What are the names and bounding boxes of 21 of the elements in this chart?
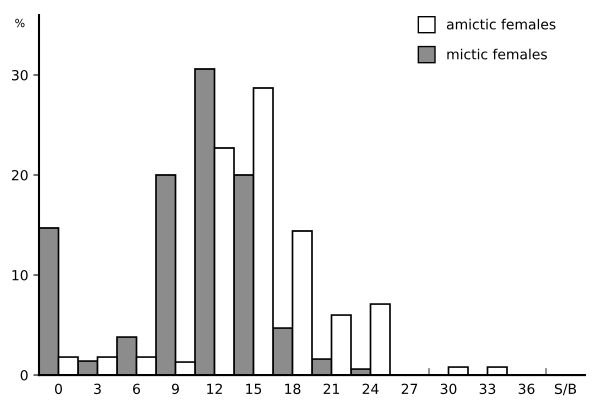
x-tick-label: 18 bbox=[285, 384, 300, 394]
x-tick-label: 15 bbox=[246, 384, 262, 394]
y-tick-label: 30 bbox=[12, 70, 28, 80]
x-tick-label: 9 bbox=[172, 384, 179, 394]
x-tick-label: S/B bbox=[554, 384, 576, 396]
y-axis-title: % bbox=[15, 18, 25, 28]
y-tick-label: 10 bbox=[12, 270, 28, 280]
y-tick-label: 20 bbox=[12, 170, 28, 180]
x-tick-label: 12 bbox=[207, 384, 222, 394]
y-tick-label: 0 bbox=[20, 370, 28, 381]
x-tick-label: 24 bbox=[362, 384, 379, 394]
x-tick-label: 36 bbox=[518, 384, 534, 394]
x-tick-label: 33 bbox=[480, 384, 496, 394]
x-tick-label: 6 bbox=[133, 384, 140, 394]
x-tick-label: 3 bbox=[94, 384, 101, 394]
x-tick-label: 30 bbox=[440, 384, 456, 394]
x-tick-label: 27 bbox=[402, 384, 418, 394]
x-tick-label: 21 bbox=[324, 384, 340, 394]
x-tick-label: 0 bbox=[54, 384, 62, 394]
legend-label: mictic females bbox=[447, 48, 547, 60]
legend-label: amictic females bbox=[446, 18, 556, 30]
